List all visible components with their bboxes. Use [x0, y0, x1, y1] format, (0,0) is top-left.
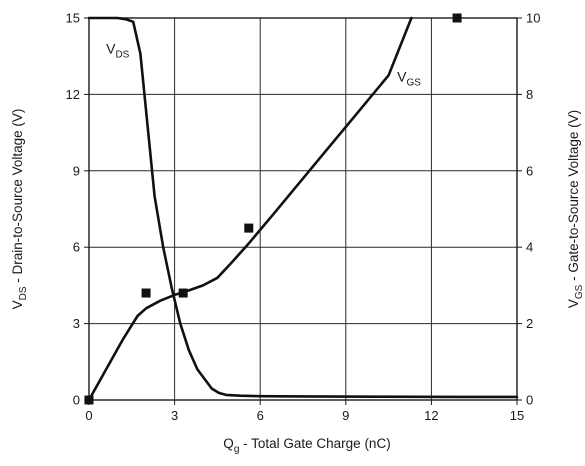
x-tick-label: 3	[171, 408, 178, 423]
x-axis-title: Qg - Total Gate Charge (nC)	[223, 436, 390, 455]
data-point-marker	[244, 223, 254, 233]
y-right-tick-label: 6	[526, 163, 533, 178]
y-right-tick-label: 10	[526, 11, 540, 26]
series-label-vgs: VGS	[397, 69, 421, 89]
y-right-tick-label: 2	[526, 316, 533, 331]
y-left-tick-label: 6	[73, 240, 80, 255]
y-left-axis-title: VDS - Drain-to-Source Voltage (V)	[10, 109, 29, 310]
y-right-tick-label: 8	[526, 87, 533, 102]
x-tick-label: 0	[85, 408, 92, 423]
data-point-marker	[178, 288, 188, 298]
series-label-vds: VDS	[106, 41, 130, 61]
series-line-vgs	[87, 16, 413, 402]
y-right-tick-label: 0	[526, 393, 533, 408]
x-tick-label: 9	[342, 408, 349, 423]
y-left-tick-label: 12	[66, 87, 80, 102]
series-line-vds	[87, 16, 519, 399]
y-right-tick-label: 4	[526, 240, 533, 255]
x-tick-label: 15	[510, 408, 524, 423]
data-point-marker	[141, 288, 151, 298]
y-left-tick-label: 3	[73, 316, 80, 331]
x-tick-label: 12	[424, 408, 438, 423]
plot-frame	[88, 17, 518, 401]
y-left-tick-label: 9	[73, 163, 80, 178]
y-left-tick-label: 0	[73, 393, 80, 408]
y-right-axis-title: VGS - Gate-to-Source Voltage (V)	[566, 110, 585, 308]
y-left-tick-label: 15	[66, 11, 80, 26]
data-point-marker	[452, 13, 462, 23]
x-tick-label: 6	[257, 408, 264, 423]
data-point-marker	[84, 395, 94, 405]
